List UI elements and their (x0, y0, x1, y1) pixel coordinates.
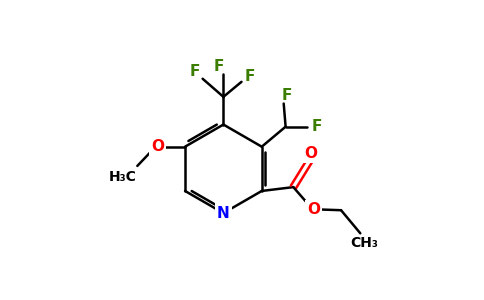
Text: N: N (217, 206, 230, 220)
Text: F: F (311, 119, 321, 134)
Text: F: F (213, 58, 224, 74)
Text: H₃C: H₃C (109, 170, 136, 184)
Text: F: F (282, 88, 292, 103)
Text: CH₃: CH₃ (350, 236, 378, 250)
Text: F: F (190, 64, 200, 79)
Text: O: O (307, 202, 320, 217)
Text: O: O (151, 139, 164, 154)
Text: F: F (244, 69, 255, 84)
Text: O: O (304, 146, 317, 161)
